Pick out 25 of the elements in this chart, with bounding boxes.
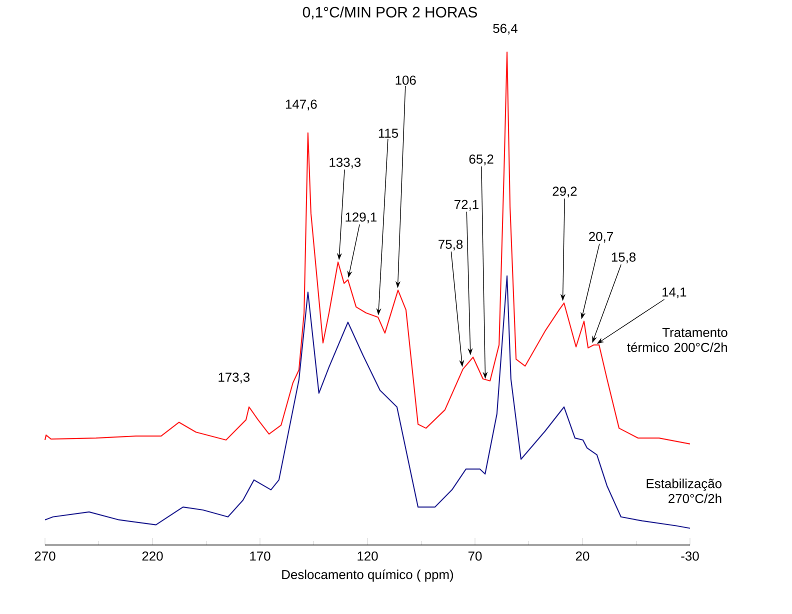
annotation: 115 [378, 128, 398, 138]
x-tick-label: 170 [250, 551, 270, 561]
annotation: 173,3 [218, 372, 250, 384]
annotation: 133,3 [330, 158, 361, 168]
series-label: Tratamento térmico 200°C/2h [627, 328, 728, 352]
series-label: Estabilização 270°C/2h [646, 478, 722, 504]
x-tick-label: 20 [576, 551, 590, 561]
annotation: 14,1 [662, 288, 686, 298]
x-tick-label: 120 [358, 551, 378, 561]
x-axis-title: Deslocamento químico ( ppm) [282, 570, 454, 582]
x-tick-label: 70 [468, 551, 482, 561]
annotation: 75,8 [438, 240, 463, 250]
annotation: 56,4 [493, 24, 518, 35]
x-tick-label: 220 [142, 551, 163, 561]
annotation: 72,1 [454, 200, 478, 211]
annotation: 65,2 [469, 154, 494, 166]
annotation: 106 [396, 76, 416, 85]
x-tick-label: 270 [34, 551, 56, 561]
annotation: 29,2 [552, 186, 577, 198]
annotation: 15,8 [612, 252, 636, 264]
chart-title: 0,1°C/MIN POR 2 HORAS [302, 6, 477, 20]
annotation: 20,7 [589, 232, 613, 243]
annotation: 129,1 [346, 212, 377, 224]
annotation: 147,6 [286, 100, 317, 110]
x-tick-label: -30 [681, 551, 699, 561]
